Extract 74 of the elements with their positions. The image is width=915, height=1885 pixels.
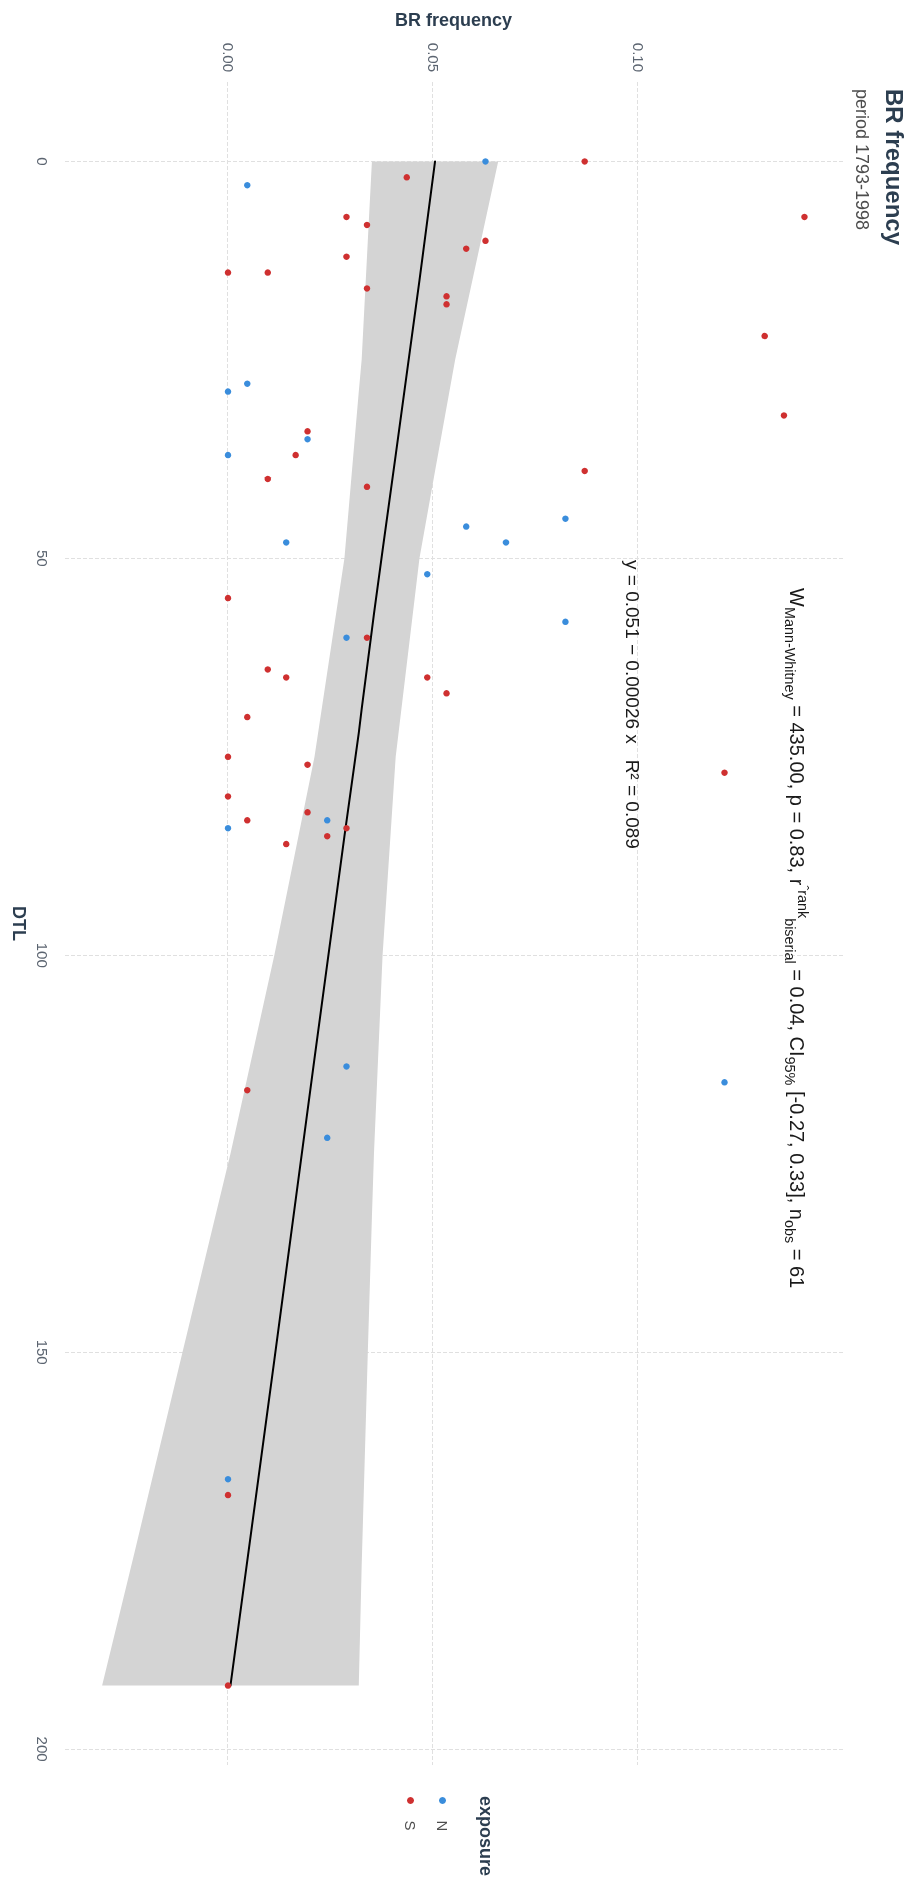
text: period 1793-1998 bbox=[852, 89, 872, 231]
legend-label: S bbox=[402, 1820, 419, 1831]
point bbox=[443, 301, 450, 308]
point bbox=[443, 293, 450, 300]
point bbox=[403, 174, 411, 181]
point bbox=[224, 824, 232, 832]
point bbox=[304, 761, 311, 768]
point bbox=[562, 618, 569, 626]
point bbox=[581, 158, 588, 165]
y-tick-label: 150 bbox=[34, 1339, 51, 1365]
point bbox=[761, 332, 768, 340]
annotation: y = 0.051 − 0.00026 x R² = 0.089 bbox=[622, 560, 643, 849]
point bbox=[304, 436, 311, 443]
legend-label: N bbox=[434, 1820, 451, 1832]
point bbox=[343, 213, 350, 221]
legend-title: exposure bbox=[476, 1796, 496, 1877]
point bbox=[224, 1682, 232, 1689]
point bbox=[363, 634, 371, 641]
y-tick-label: 200 bbox=[34, 1736, 51, 1762]
point bbox=[343, 253, 350, 260]
point bbox=[264, 475, 272, 483]
point bbox=[323, 817, 331, 824]
point bbox=[244, 380, 251, 387]
point bbox=[482, 237, 489, 245]
point bbox=[224, 1491, 232, 1499]
point bbox=[244, 713, 251, 721]
point bbox=[721, 769, 728, 776]
x-tick-label: 0.05 bbox=[424, 42, 442, 72]
y-tick-label: 100 bbox=[34, 942, 51, 968]
point bbox=[721, 1079, 728, 1086]
text: BR frequency bbox=[880, 89, 908, 246]
point bbox=[244, 1086, 251, 1094]
point bbox=[224, 269, 232, 276]
point bbox=[224, 1475, 232, 1483]
point bbox=[304, 809, 311, 816]
point bbox=[244, 817, 251, 824]
point bbox=[323, 832, 331, 840]
point bbox=[244, 181, 251, 189]
point bbox=[462, 523, 470, 530]
point bbox=[482, 158, 489, 165]
point bbox=[363, 483, 371, 491]
point bbox=[343, 634, 350, 641]
point bbox=[292, 451, 299, 459]
point bbox=[562, 515, 569, 522]
point bbox=[343, 824, 350, 832]
point bbox=[343, 1063, 350, 1070]
point bbox=[304, 428, 311, 435]
point bbox=[224, 594, 232, 602]
point bbox=[363, 285, 371, 292]
point bbox=[282, 840, 290, 848]
point bbox=[443, 690, 450, 697]
point bbox=[264, 269, 272, 276]
point bbox=[282, 539, 290, 546]
x-tick-label: 0.10 bbox=[629, 42, 647, 72]
point bbox=[502, 539, 510, 546]
point bbox=[282, 674, 290, 681]
point bbox=[424, 674, 431, 681]
point bbox=[780, 412, 788, 419]
point bbox=[224, 388, 232, 395]
point bbox=[581, 467, 588, 475]
point bbox=[424, 570, 431, 578]
point bbox=[224, 753, 232, 761]
y-axis-title: DTL bbox=[9, 906, 29, 941]
point bbox=[224, 451, 232, 459]
point bbox=[801, 213, 808, 221]
point bbox=[323, 1134, 331, 1142]
x-axis-title: BR frequency bbox=[394, 10, 513, 30]
point bbox=[363, 221, 371, 229]
x-tick-label: 0.00 bbox=[219, 42, 237, 72]
y-tick-label: 50 bbox=[34, 549, 51, 567]
y-tick-label: 0 bbox=[34, 157, 51, 166]
point bbox=[462, 245, 470, 252]
point bbox=[264, 666, 272, 673]
point bbox=[224, 793, 232, 800]
